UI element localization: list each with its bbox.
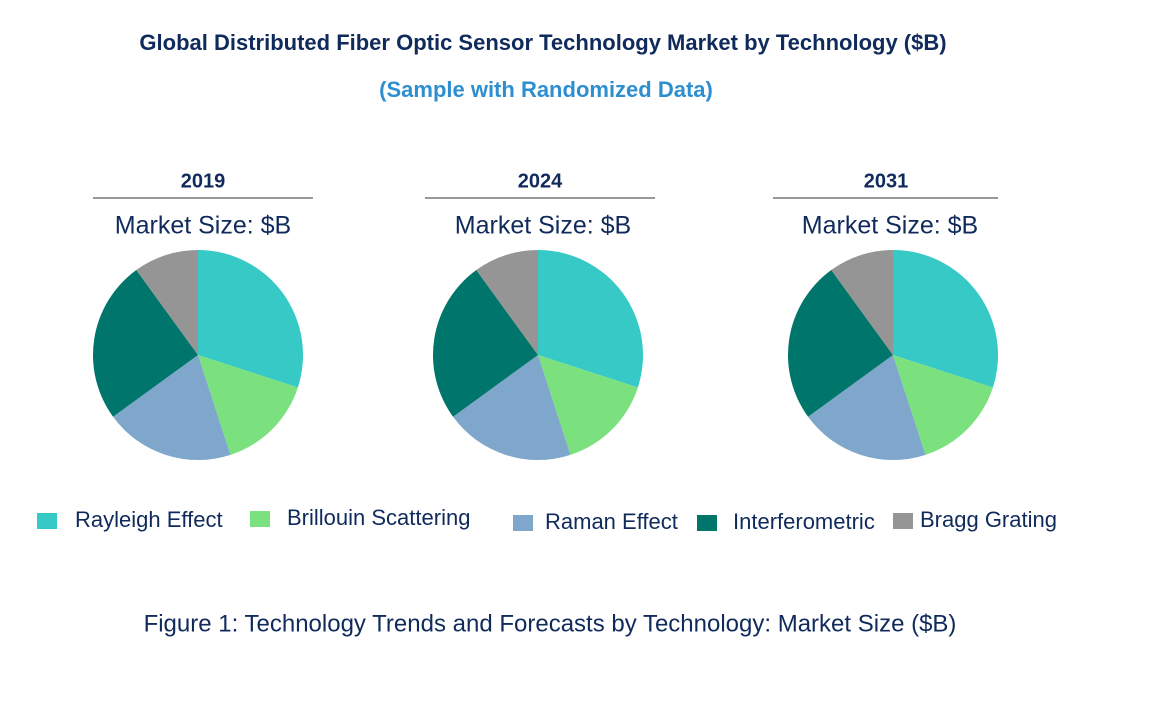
pie-slice	[788, 270, 893, 417]
legend-swatch	[893, 513, 913, 529]
legend-swatch	[37, 513, 57, 529]
chart-title: 2031	[864, 170, 909, 192]
legend-swatch	[250, 511, 270, 527]
page-title: Global Distributed Fiber Optic Sensor Te…	[139, 30, 946, 55]
pie-slice	[538, 250, 644, 388]
legend-label: Bragg Grating	[920, 507, 1057, 532]
chart-title: 2024	[518, 170, 563, 192]
pie-slice	[538, 355, 638, 455]
pie-slice	[93, 270, 198, 417]
caption: Figure 1: Technology Trends and Forecast…	[144, 610, 957, 637]
legend-label: Brillouin Scattering	[287, 505, 470, 530]
chart-subtitle: Market Size: $B	[115, 212, 291, 240]
pie-slice	[198, 250, 303, 388]
legend-label: Interferometric	[733, 509, 875, 534]
chart-title: 2019	[181, 170, 226, 192]
legend-label: Raman Effect	[545, 509, 678, 534]
pie-slice	[136, 250, 198, 355]
chart-subtitle: Market Size: $B	[802, 212, 978, 240]
pie-slice	[453, 355, 571, 461]
pie-slice	[893, 355, 993, 455]
chart-subtitle: Market Size: $B	[455, 212, 631, 240]
legend-swatch	[697, 515, 717, 531]
pie-slice	[433, 270, 538, 417]
legend-swatch	[513, 515, 533, 531]
pie-slice	[476, 250, 538, 355]
page-subtitle: (Sample with Randomized Data)	[379, 77, 713, 102]
legend-label: Rayleigh Effect	[75, 507, 223, 532]
pie-slice	[113, 355, 231, 460]
pie-slice	[831, 250, 893, 355]
pie-slice	[198, 355, 298, 455]
pie-slice	[893, 250, 999, 388]
pie-slice	[808, 355, 926, 460]
